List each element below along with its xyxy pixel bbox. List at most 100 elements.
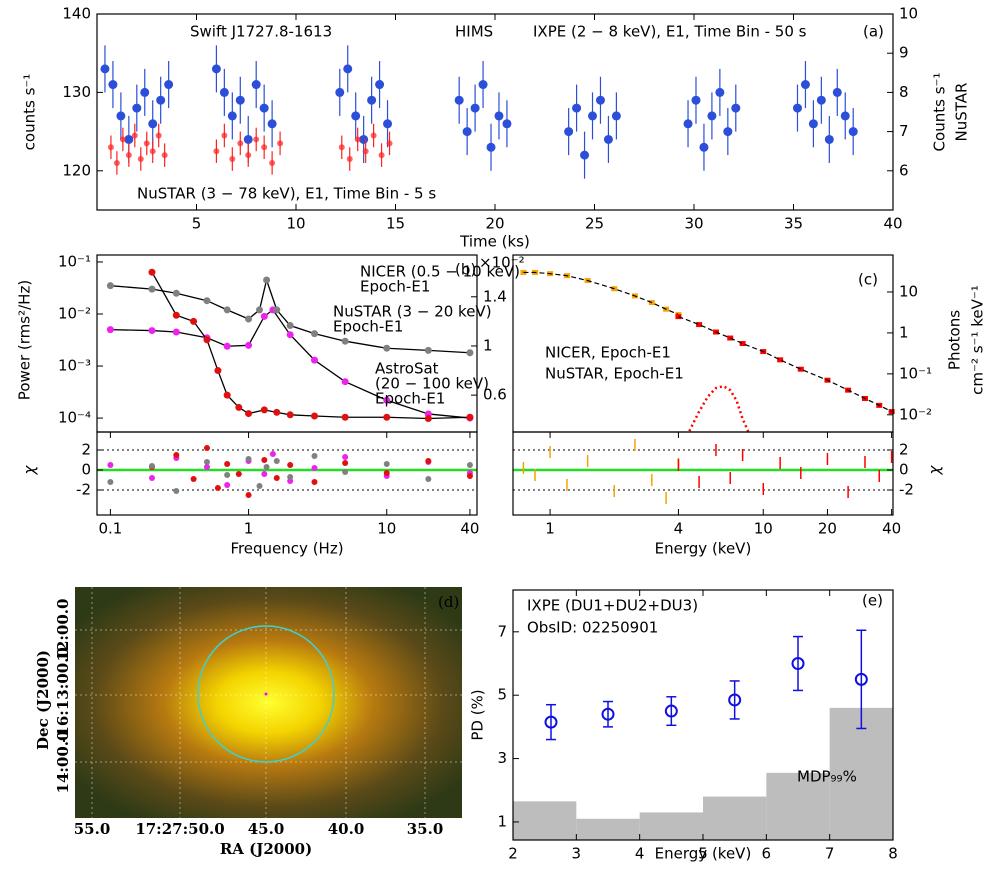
data-point bbox=[840, 111, 850, 121]
data-point bbox=[172, 289, 180, 297]
y-tick-label: 10⁻¹ bbox=[899, 364, 932, 382]
extraction-region bbox=[197, 625, 335, 763]
data-point bbox=[211, 64, 221, 74]
residual-point bbox=[311, 465, 318, 471]
y-tick-label: 7 bbox=[899, 122, 909, 140]
y-tick-label: 120 bbox=[62, 161, 91, 179]
x-tick-label: 15 bbox=[386, 215, 405, 233]
data-point bbox=[470, 103, 480, 113]
x-tick-label: 10 bbox=[754, 520, 773, 538]
data-point bbox=[140, 87, 150, 97]
x-tick-label: 4 bbox=[674, 520, 684, 538]
data-point bbox=[595, 95, 605, 105]
series-label: NuSTAR (3 − 20 keV) bbox=[333, 303, 492, 321]
data-point bbox=[148, 268, 156, 276]
data-point bbox=[214, 367, 222, 375]
y-tick-label: 10⁻¹ bbox=[58, 252, 91, 270]
model-line bbox=[678, 316, 892, 413]
data-point bbox=[273, 306, 281, 314]
data-point bbox=[286, 322, 294, 330]
x-tick-label: 25 bbox=[585, 215, 604, 233]
data-point bbox=[235, 403, 243, 411]
data-point bbox=[137, 156, 144, 163]
data-point bbox=[149, 148, 156, 155]
chart-title: Swift J1727.8-1613 bbox=[190, 23, 332, 41]
data-point bbox=[267, 119, 277, 129]
y-tick-label: 9 bbox=[899, 44, 909, 62]
series-label: IXPE (2 − 8 keV), E1, Time Bin - 50 s bbox=[533, 23, 807, 41]
data-point bbox=[832, 87, 842, 97]
data-point bbox=[816, 95, 826, 105]
residual-point bbox=[148, 475, 155, 481]
data-point bbox=[286, 331, 294, 339]
data-point bbox=[310, 356, 318, 364]
data-point bbox=[100, 64, 110, 74]
data-point bbox=[494, 111, 504, 121]
mdp-bar bbox=[513, 801, 577, 840]
x-tick-label: 30 bbox=[684, 215, 703, 233]
data-point bbox=[601, 707, 615, 721]
data-point bbox=[791, 657, 805, 671]
data-point bbox=[256, 306, 264, 314]
data-point bbox=[190, 317, 198, 325]
model-line bbox=[523, 271, 679, 316]
model-line bbox=[151, 271, 470, 420]
y-tick-label: 1 bbox=[497, 812, 507, 830]
data-point bbox=[164, 80, 174, 90]
data-point bbox=[235, 95, 245, 105]
x-tick-label: 1 bbox=[244, 520, 254, 538]
residual-point bbox=[190, 476, 197, 482]
y-tick-label: 10⁻⁴ bbox=[58, 409, 91, 427]
residual-point bbox=[245, 492, 252, 498]
data-point bbox=[486, 142, 496, 152]
y-tick-label: 130 bbox=[62, 83, 91, 101]
panel-label: (c) bbox=[858, 271, 878, 289]
data-point bbox=[723, 127, 733, 137]
data-point bbox=[116, 111, 126, 121]
data-point bbox=[544, 715, 558, 729]
series-label: (20 − 100 keV) bbox=[375, 375, 489, 393]
y-tick-label: 10⁻² bbox=[58, 304, 91, 322]
data-point bbox=[259, 103, 269, 113]
residual-point bbox=[466, 473, 473, 479]
data-point bbox=[370, 132, 377, 139]
data-point bbox=[424, 346, 432, 354]
residual-axis-label: χ bbox=[21, 464, 39, 475]
data-point bbox=[124, 134, 134, 144]
data-point bbox=[108, 80, 118, 90]
data-point bbox=[219, 87, 229, 97]
data-point bbox=[383, 119, 393, 129]
mdp-bar bbox=[766, 772, 830, 840]
data-point bbox=[808, 119, 818, 129]
residual-point bbox=[261, 471, 268, 477]
data-point bbox=[223, 391, 231, 399]
data-point bbox=[106, 326, 114, 334]
data-point bbox=[351, 111, 361, 121]
data-point bbox=[131, 132, 138, 139]
y-axis-label: cm⁻² s⁻¹ keV⁻¹ bbox=[969, 285, 987, 395]
data-point bbox=[172, 311, 180, 319]
y-tick-label: 5 bbox=[497, 686, 507, 704]
data-point bbox=[378, 152, 385, 159]
data-point bbox=[386, 140, 393, 147]
x-tick-label: 17:27:50.0 bbox=[135, 820, 224, 838]
data-point bbox=[132, 103, 142, 113]
data-point bbox=[261, 144, 268, 151]
series-label: NICER (0.5 − 10 keV) bbox=[360, 263, 520, 281]
y-tick-label: 1 bbox=[483, 336, 493, 354]
data-point bbox=[213, 148, 220, 155]
data-point bbox=[243, 134, 253, 144]
data-point bbox=[310, 330, 318, 338]
x-tick-label: 35 bbox=[784, 215, 803, 233]
residual-point bbox=[224, 482, 231, 488]
data-point bbox=[277, 140, 284, 147]
line-feature bbox=[688, 384, 750, 433]
axis-multiplier: ×10⁻² bbox=[479, 254, 525, 272]
data-point bbox=[338, 144, 345, 151]
data-point bbox=[286, 411, 294, 419]
data-point bbox=[691, 95, 701, 105]
image-grid bbox=[75, 587, 462, 818]
data-point bbox=[343, 64, 353, 74]
x-tick-label: 45.0 bbox=[248, 820, 285, 838]
data-point bbox=[715, 87, 725, 97]
